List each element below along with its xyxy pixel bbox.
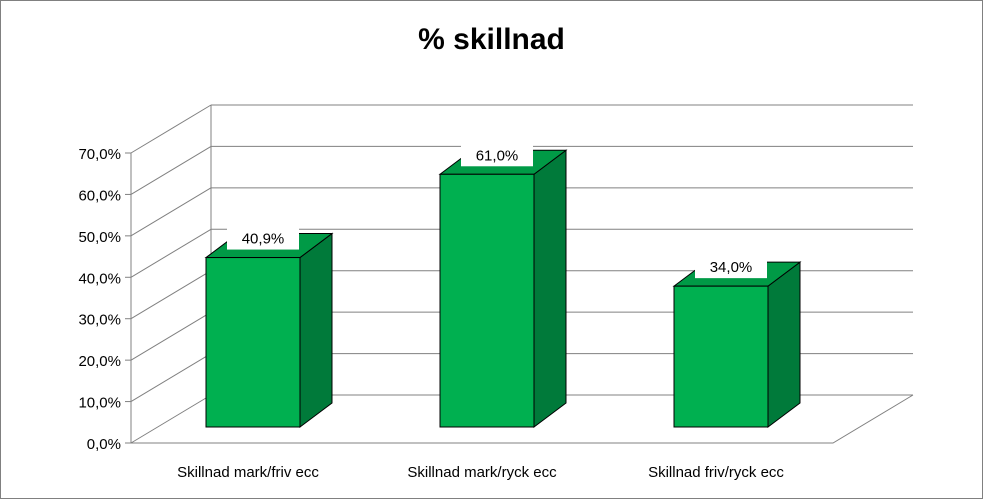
bar-front-face	[673, 285, 769, 428]
gridline-side	[130, 394, 212, 444]
gridline-side	[130, 228, 212, 278]
gridline-side	[130, 353, 212, 403]
y-tick-label: 0,0%	[87, 436, 121, 453]
gridline-side	[130, 104, 212, 154]
gridline-side	[130, 270, 212, 320]
x-category-label: Skillnad mark/ryck ecc	[407, 464, 557, 481]
y-tick-label: 10,0%	[78, 395, 121, 412]
x-category-label: Skillnad mark/friv ecc	[177, 464, 319, 481]
data-label-box	[461, 141, 533, 167]
chart-bars	[204, 149, 802, 428]
y-axis-tick-labels: 0,0% 10,0% 20,0% 30,0% 40,0% 50,0% 60,0% 70,0%	[78, 146, 121, 453]
y-tick-label: 20,0%	[78, 353, 121, 370]
x-axis-tick-labels: Skillnad mark/friv ecc Skillnad mark/ryck…	[177, 464, 784, 481]
y-tick-label: 70,0%	[78, 146, 121, 163]
data-label: 61,0%	[476, 147, 519, 164]
bar	[672, 261, 802, 428]
bar-front-face	[205, 257, 301, 428]
bar-side-face	[767, 261, 801, 428]
chart-title: % skillnad	[418, 23, 565, 56]
y-tick-label: 60,0%	[78, 187, 121, 204]
bar-front-face	[439, 173, 535, 428]
data-label-box	[695, 253, 767, 279]
data-label: 40,9%	[242, 231, 285, 248]
bar	[438, 149, 568, 428]
bar-side-face	[299, 232, 333, 428]
y-tick-label: 30,0%	[78, 312, 121, 329]
data-label-box	[227, 224, 299, 250]
bar	[204, 232, 334, 428]
chart-data-labels: 40,9% 61,0% 34,0%	[227, 141, 767, 279]
x-category-label: Skillnad friv/ryck ecc	[648, 464, 784, 481]
data-label: 34,0%	[710, 259, 753, 276]
y-tick-label: 40,0%	[78, 270, 121, 287]
gridline-side	[130, 311, 212, 361]
y-tick-label: 50,0%	[78, 229, 121, 246]
gridline-side	[130, 145, 212, 195]
gridline-side	[130, 187, 212, 237]
bar-side-face	[533, 149, 567, 428]
floor-outline	[131, 394, 914, 444]
